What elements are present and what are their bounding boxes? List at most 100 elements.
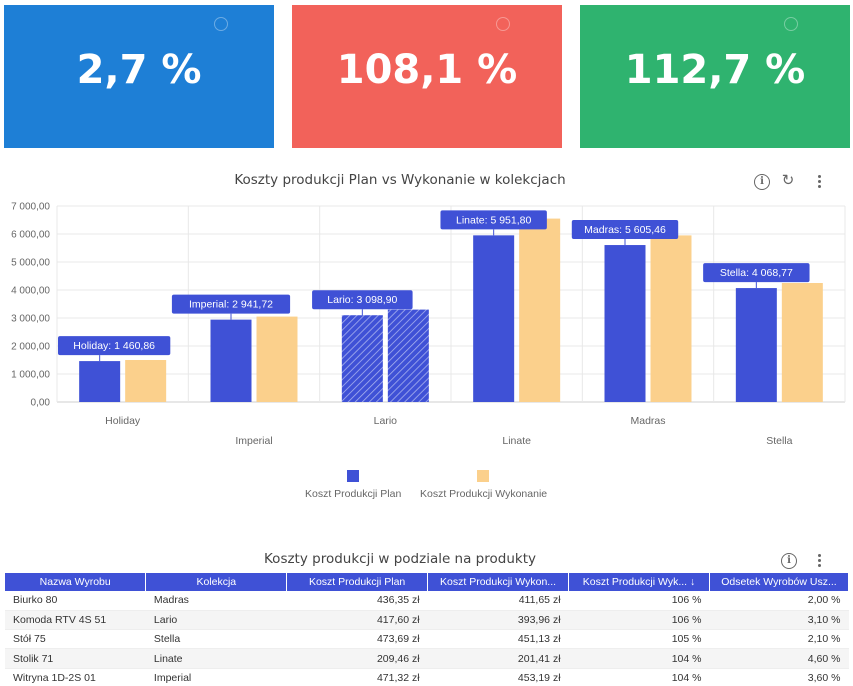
bar-plan-linate[interactable] xyxy=(473,235,515,402)
cell-actual-cost: 451,13 zł xyxy=(427,629,569,650)
cell-collection: Lario xyxy=(145,610,287,631)
cell-ratio: 106 % xyxy=(568,610,710,631)
bar-plan-imperial[interactable] xyxy=(210,319,252,402)
cell-defect-rate: 4,60 % xyxy=(709,648,849,669)
cell-name: Komoda RTV 4S 51 xyxy=(5,610,146,631)
cell-name: Witryna 1D-2S 01 xyxy=(5,668,146,686)
cell-defect-rate: 3,10 % xyxy=(709,610,849,631)
bar-wykonanie-madras[interactable] xyxy=(650,235,692,402)
products-table: Nazwa Wyrobu Kolekcja Koszt Produkcji Pl… xyxy=(5,573,850,686)
cell-plan-cost: 473,69 zł xyxy=(286,629,428,650)
legend-item-wykonanie[interactable] xyxy=(477,470,489,482)
bar-wykonanie-linate[interactable] xyxy=(519,218,561,402)
cell-name: Stół 75 xyxy=(5,629,146,650)
cell-actual-cost: 411,65 zł xyxy=(427,591,569,611)
info-icon[interactable] xyxy=(496,17,510,31)
cell-plan-cost: 417,60 zł xyxy=(286,610,428,631)
bar-wykonanie-stella[interactable] xyxy=(781,283,823,402)
bar-wykonanie-lario[interactable] xyxy=(387,309,429,402)
cell-plan-cost: 471,32 zł xyxy=(286,668,428,686)
cell-collection: Madras xyxy=(145,591,287,611)
cell-ratio: 106 % xyxy=(568,591,710,611)
kpi-tile-2: 108,1 % xyxy=(292,5,562,148)
annotation-label: Holiday: 1 460,86 xyxy=(73,340,155,352)
more-options-icon[interactable] xyxy=(818,554,822,569)
table-title: Koszty produkcji w podziale na produkty xyxy=(264,551,536,567)
cell-collection: Imperial xyxy=(145,668,287,686)
cell-plan-cost: 436,35 zł xyxy=(286,591,428,611)
annotation-box xyxy=(440,210,547,230)
info-icon[interactable]: i xyxy=(754,174,770,190)
cell-ratio: 104 % xyxy=(568,648,710,669)
x-tick-label: Linate xyxy=(502,435,531,447)
kpi-value: 2,7 % xyxy=(76,46,202,93)
kpi-tile-1: 2,7 % xyxy=(4,5,274,148)
cell-ratio: 104 % xyxy=(568,668,710,686)
x-tick-label: Stella xyxy=(766,435,792,447)
bar-wykonanie-holiday[interactable] xyxy=(125,360,167,402)
annotation-label: Imperial: 2 941,72 xyxy=(189,299,273,311)
kpi-value: 108,1 % xyxy=(336,46,518,93)
cell-actual-cost: 453,19 zł xyxy=(427,668,569,686)
x-tick-label: Lario xyxy=(374,415,398,427)
cell-collection: Linate xyxy=(145,648,287,669)
table-row[interactable]: Biurko 80 Madras 436,35 zł 411,65 zł 106 % 2,… xyxy=(5,591,849,611)
annotation-box xyxy=(171,294,291,314)
column-header-collection[interactable]: Kolekcja xyxy=(145,573,288,591)
table-row[interactable]: Stolik 71 Linate 209,46 zł 201,41 zł 104 % 4,… xyxy=(5,648,849,669)
y-tick-label: 2 000,00 xyxy=(11,342,50,353)
annotation-label: Lario: 3 098,90 xyxy=(327,294,397,306)
cell-actual-cost: 201,41 zł xyxy=(427,648,569,669)
annotation-label: Madras: 5 605,46 xyxy=(584,224,666,236)
kpi-value: 112,7 % xyxy=(624,46,806,93)
cell-plan-cost: 209,46 zł xyxy=(286,648,428,669)
annotation-box xyxy=(312,290,413,310)
column-header-name[interactable]: Nazwa Wyrobu xyxy=(5,573,147,591)
y-tick-label: 3 000,00 xyxy=(11,314,50,325)
table-row[interactable]: Stół 75 Stella 473,69 zł 451,13 zł 105 % 2,10… xyxy=(5,629,849,650)
annotation-label: Stella: 4 068,77 xyxy=(720,267,793,279)
x-tick-label: Holiday xyxy=(105,415,141,427)
column-header-ratio-sorted[interactable]: Koszt Produkcji Wyk... ↓ xyxy=(568,573,710,591)
info-icon[interactable] xyxy=(784,17,798,31)
cell-defect-rate: 2,00 % xyxy=(709,591,849,611)
column-header-plan-cost[interactable]: Koszt Produkcji Plan xyxy=(286,573,429,591)
cell-collection: Stella xyxy=(145,629,287,650)
bar-chart: 0,00 1 000,00 2 000,00 3 000,00 4 000,00 5 00… xyxy=(11,202,846,447)
annotation-label: Linate: 5 951,80 xyxy=(456,214,531,226)
bar-plan-stella[interactable] xyxy=(735,288,777,402)
cell-name: Stolik 71 xyxy=(5,648,146,669)
chart-title: Koszty produkcji Plan vs Wykonanie w kol… xyxy=(234,172,566,188)
cell-ratio: 105 % xyxy=(568,629,710,650)
table-row[interactable]: Komoda RTV 4S 51 Lario 417,60 zł 393,96 zł 1… xyxy=(5,610,849,631)
y-tick-label: 7 000,00 xyxy=(11,202,50,213)
info-icon[interactable] xyxy=(214,17,228,31)
refresh-icon[interactable]: ↻ xyxy=(781,172,795,189)
info-icon[interactable]: i xyxy=(781,553,797,569)
cell-actual-cost: 393,96 zł xyxy=(427,610,569,631)
x-tick-label: Madras xyxy=(630,415,665,427)
y-tick-label: 4 000,00 xyxy=(11,286,50,297)
bar-plan-madras[interactable] xyxy=(604,245,646,402)
column-header-defect-rate[interactable]: Odsetek Wyrobów Usz... xyxy=(709,573,850,591)
bar-plan-lario[interactable] xyxy=(341,315,383,402)
y-tick-label: 5 000,00 xyxy=(11,258,50,269)
cell-name: Biurko 80 xyxy=(5,591,146,611)
more-options-icon[interactable] xyxy=(818,175,822,190)
legend-label-wykonanie: Koszt Produkcji Wykonanie xyxy=(420,488,548,500)
x-tick-label: Imperial xyxy=(235,435,272,447)
kpi-tile-3: 112,7 % xyxy=(580,5,850,148)
legend-label-plan: Koszt Produkcji Plan xyxy=(305,488,402,500)
table-row[interactable]: Witryna 1D-2S 01 Imperial 471,32 zł 453,19 … xyxy=(5,668,849,686)
legend-item-plan[interactable] xyxy=(347,470,359,482)
column-header-actual-cost[interactable]: Koszt Produkcji Wykon... xyxy=(427,573,570,591)
y-tick-label: 1 000,00 xyxy=(11,370,50,381)
bar-wykonanie-imperial[interactable] xyxy=(256,316,298,402)
legend-swatch xyxy=(347,470,359,482)
legend-swatch xyxy=(477,470,489,482)
bar-plan-holiday[interactable] xyxy=(79,361,121,402)
y-tick-label: 0,00 xyxy=(31,398,51,409)
table-header-row: Nazwa Wyrobu Kolekcja Koszt Produkcji Pl… xyxy=(5,573,850,591)
annotation-box xyxy=(571,220,679,240)
annotation-box xyxy=(703,263,810,283)
